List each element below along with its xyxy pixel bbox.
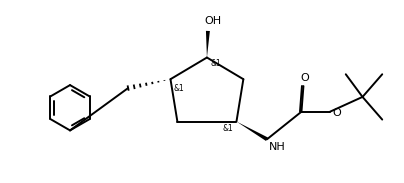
Text: &1: &1 (223, 124, 234, 133)
Text: O: O (332, 108, 341, 118)
Text: &1: &1 (211, 59, 222, 68)
Text: O: O (300, 73, 309, 83)
Text: OH: OH (204, 16, 221, 26)
Text: &1: &1 (173, 84, 184, 93)
Polygon shape (236, 122, 268, 141)
Polygon shape (206, 31, 210, 57)
Text: NH: NH (269, 142, 286, 152)
